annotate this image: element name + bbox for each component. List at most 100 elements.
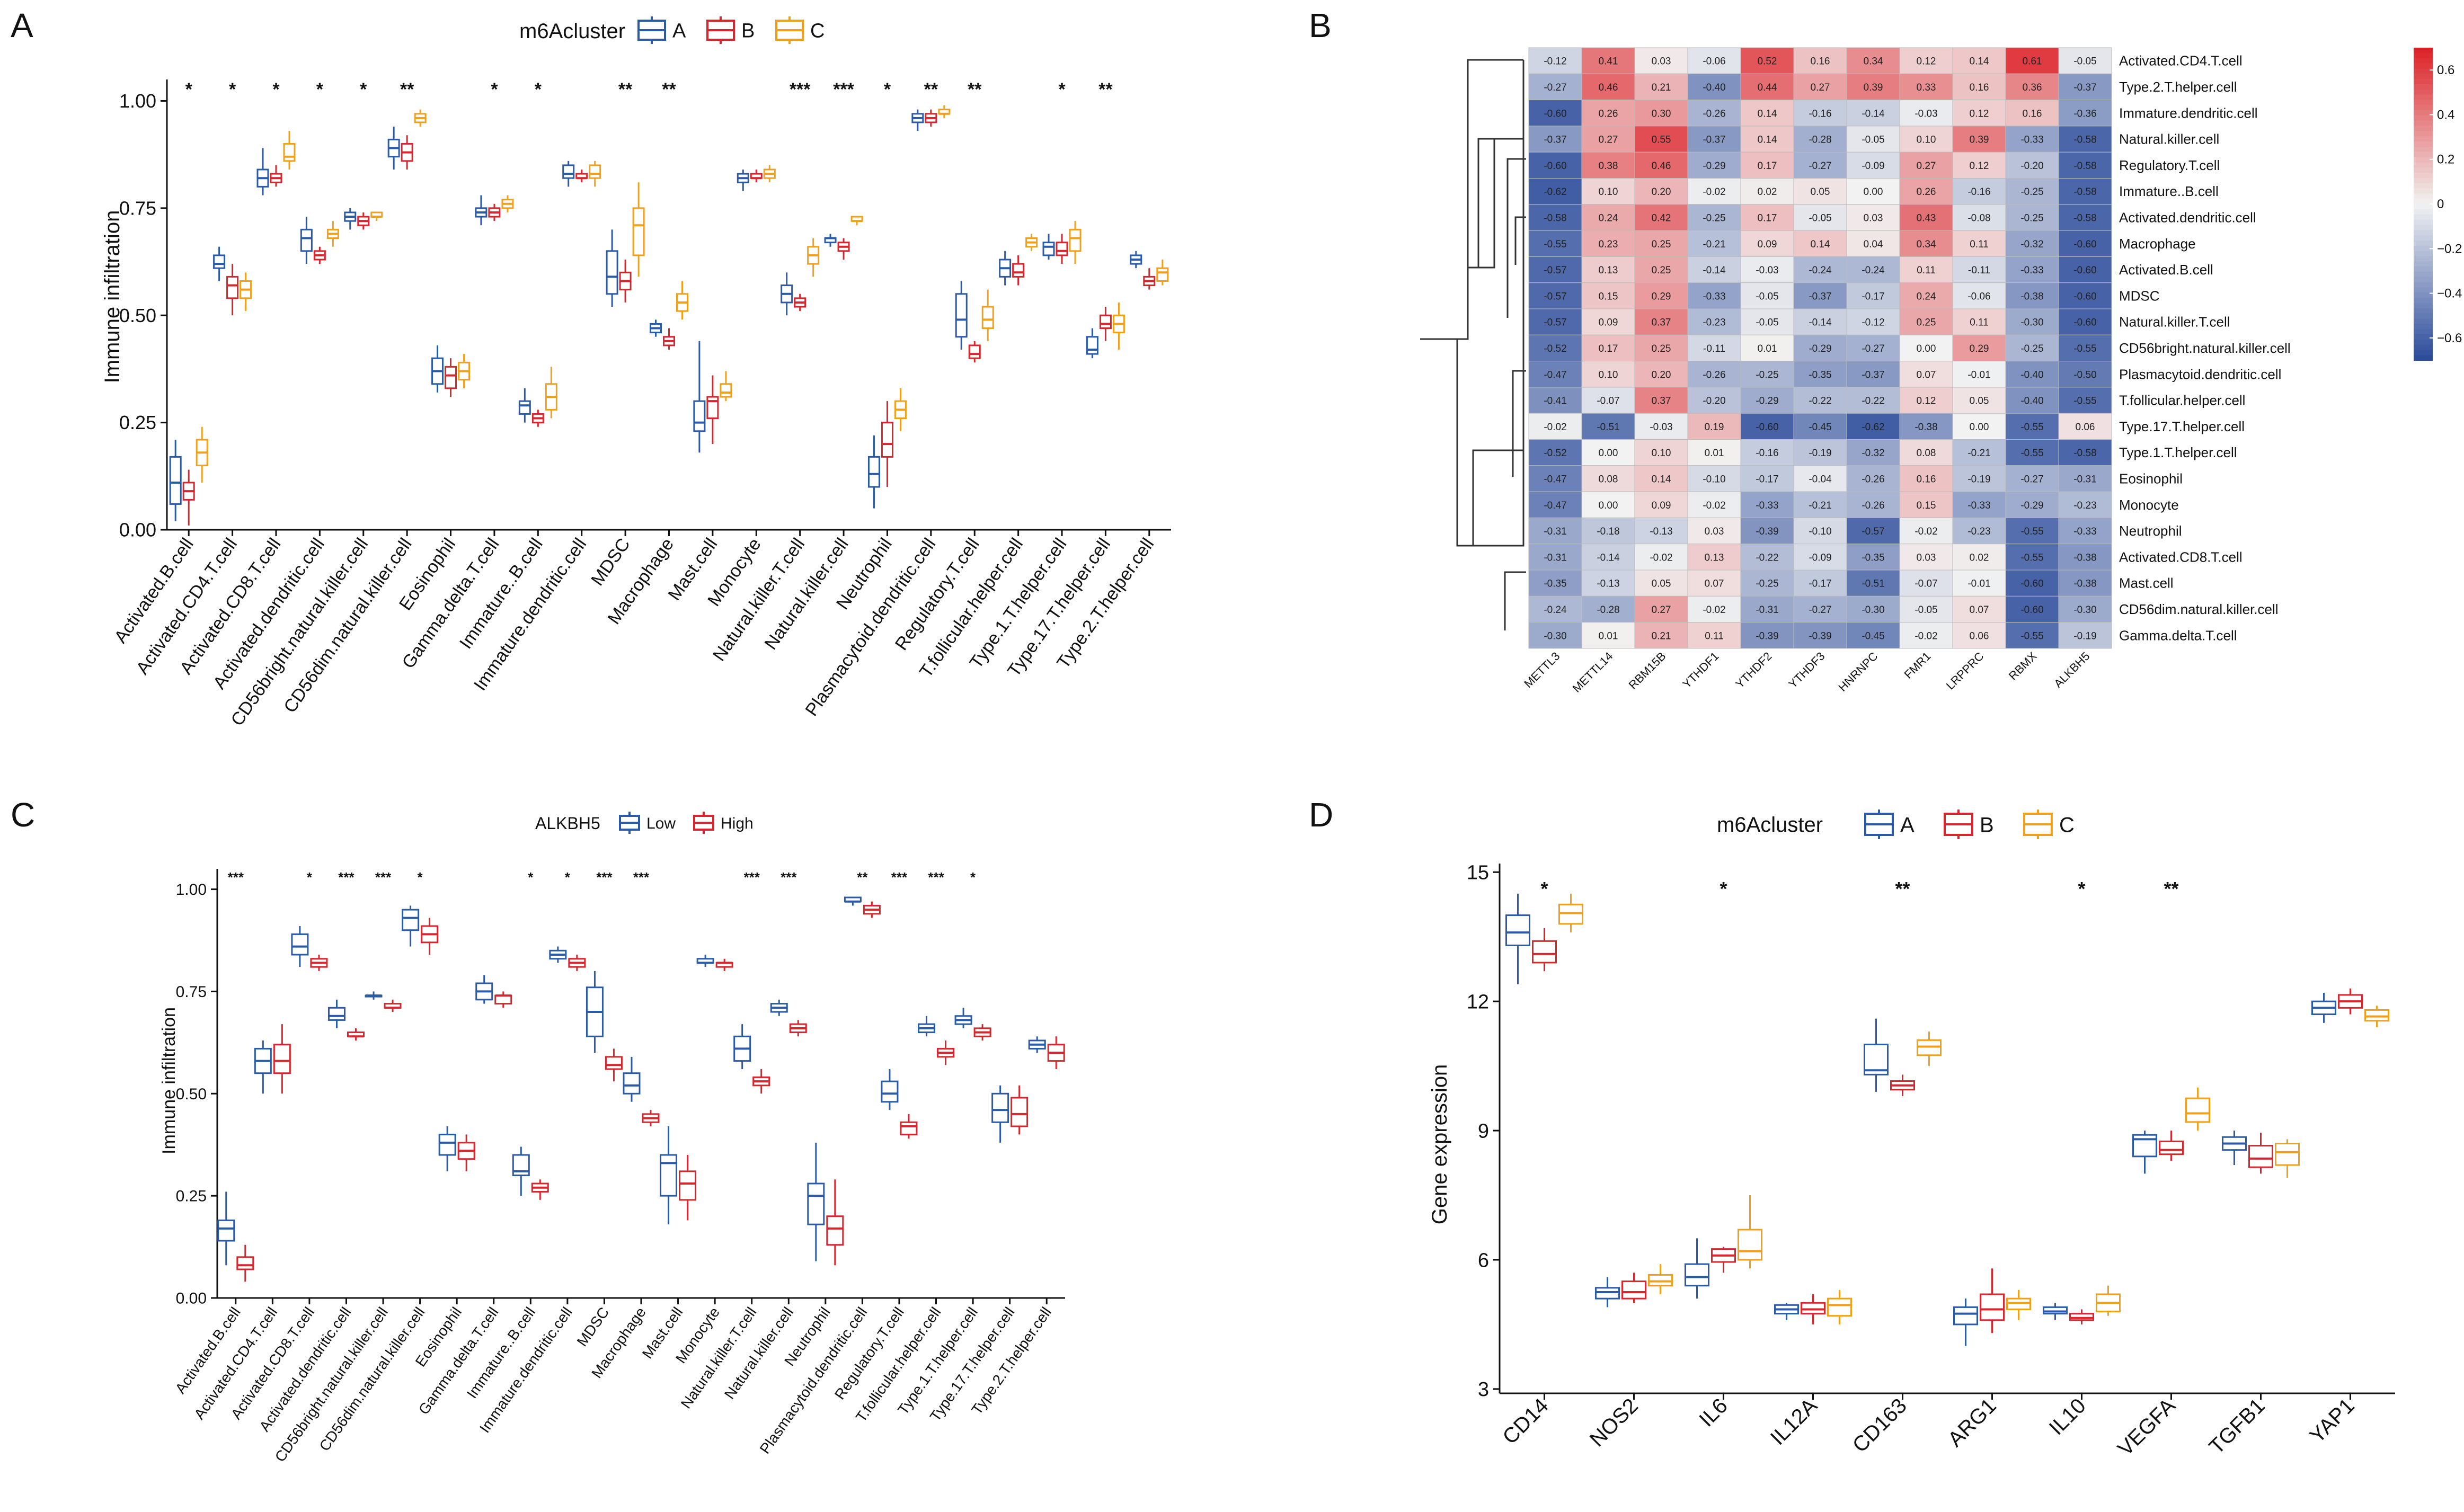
heatmap-cell-value: -0.11 [1968,265,1990,276]
x-tick-label: CD14 [1498,1394,1553,1448]
colorbar-segment [2414,225,2433,231]
heatmap-cell-value: 0.17 [1758,161,1777,172]
heatmap-cell [1740,100,1794,127]
box-b [968,344,981,359]
box-b [2069,1313,2094,1321]
colorbar-segment [2414,146,2433,153]
heatmap-cell-value: -0.57 [1544,265,1566,276]
colorbar-segment [2414,261,2433,267]
heatmap-cell [1899,387,1953,414]
heatmap-cell [1846,73,1900,101]
heatmap-cell [1952,204,2006,231]
heatmap-cell-value: 0.37 [1652,317,1671,328]
significance-label: * [272,79,280,100]
heatmap-cell [1687,100,1741,127]
heatmap-cell [1687,178,1741,205]
heatmap-row-label: Eosinophil [2119,470,2183,486]
heatmap-cell [1634,178,1688,205]
heatmap-cell [1581,517,1635,545]
heatmap-cell-value: 0.12 [1970,161,1989,172]
heatmap-cell [2058,100,2112,127]
heatmap-cell-value: 0.27 [1811,82,1830,93]
colorbar-segment [2414,292,2433,298]
heatmap-cell-value: 0.42 [1652,212,1671,224]
heatmap-cell-value: -0.40 [1703,82,1725,93]
heatmap-cell [1793,204,1847,231]
heatmap-cell-value: -0.45 [1862,630,1884,642]
box-low [807,1182,825,1225]
heatmap-cell [1740,491,1794,518]
box-a [1042,242,1055,256]
heatmap-cell [1528,152,1582,179]
dendro-branch [1506,158,1526,318]
heatmap-cell [2058,361,2112,388]
heatmap-cell [1793,595,1847,623]
heatmap-cell [2005,256,2059,283]
heatmap-cell-value: -0.27 [1809,161,1831,172]
heatmap-cell-value: -0.21 [1703,239,1725,250]
box-c [1069,228,1082,252]
heatmap-cell [1740,230,1794,257]
heatmap-cell [1846,439,1900,466]
box-b [1980,1293,2005,1321]
box-c [2006,1297,2031,1310]
colorbar-segment [2414,68,2433,75]
colorbar-segment [2414,324,2433,330]
y-tick-label: 1.00 [119,90,156,112]
x-tick-label: Activated.B.cell [172,1304,244,1397]
significance-label: * [535,79,542,100]
heatmap-cell [1899,73,1953,101]
heatmap-cell-value: -0.26 [1862,500,1884,511]
heatmap-cell [2058,622,2112,649]
heatmap-cell [1528,439,1582,466]
box-low [402,909,420,931]
heatmap-cell-value: 0.38 [1599,161,1618,172]
legend-label-low: Low [646,815,676,832]
legend-label-c: C [810,20,825,42]
significance-label: * [360,79,367,100]
heatmap-cell-value: -0.30 [2073,604,2096,616]
heatmap-cell-value: -0.40 [2020,396,2043,407]
heatmap-cell [1846,308,1900,335]
colorbar-segment [2414,188,2433,194]
panel-b-heatmap: -0.12 0.41 0.03 -0.06 0.52 0.16 0.34 0.12 0.14 0.… [1521,47,2291,695]
colorbar-tick-label: 0 [2437,197,2444,211]
heatmap-cell-value: -0.02 [1915,526,1937,537]
heatmap-cell-value: 0.12 [1917,396,1936,407]
heatmap-cell [2005,595,2059,623]
colorbar-segment [2414,329,2433,335]
heatmap-cell-value: -0.05 [1756,317,1778,328]
heatmap-cell [1740,334,1794,362]
heatmap-row-label: Macrophage [2119,236,2196,252]
heatmap-cell-value: 0.11 [1705,630,1724,642]
heatmap-cell [1899,100,1953,127]
heatmap-cell-value: 0.24 [1599,212,1618,224]
significance-label: *** [833,79,854,100]
panel-d-legend: A B C [1864,810,2075,839]
heatmap-cell-value: 0.11 [1917,265,1936,276]
colorbar-segment [2414,214,2433,220]
colorbar-segment [2414,308,2433,314]
legend-label-b: B [1980,813,1994,837]
heatmap-cell [1528,126,1582,153]
heatmap-cell-value: -0.55 [2073,396,2096,407]
heatmap-cell [2005,361,2059,388]
heatmap-cell [1899,256,1953,283]
legend-label-c: C [2059,813,2075,837]
heatmap-cell [1528,47,1582,74]
significance-label: ** [400,79,414,100]
colorbar-segment [2414,204,2433,210]
heatmap-cell [1634,439,1688,466]
panel-a-letter: A [11,6,33,45]
box-c [632,207,645,256]
heatmap-cell [1634,517,1688,545]
heatmap-cell-value: 0.36 [2023,82,2042,93]
heatmap-cell-value: 0.44 [1758,82,1777,93]
significance-label: *** [228,869,244,885]
heatmap-cell-value: -0.55 [2020,422,2043,433]
heatmap-cell-value: -0.28 [1809,135,1831,146]
x-tick-label: TGFB1 [2205,1394,2270,1458]
heatmap-cell-value: -0.01 [1967,369,1990,380]
colorbar-segment [2414,235,2433,241]
heatmap-cell [1634,570,1688,597]
